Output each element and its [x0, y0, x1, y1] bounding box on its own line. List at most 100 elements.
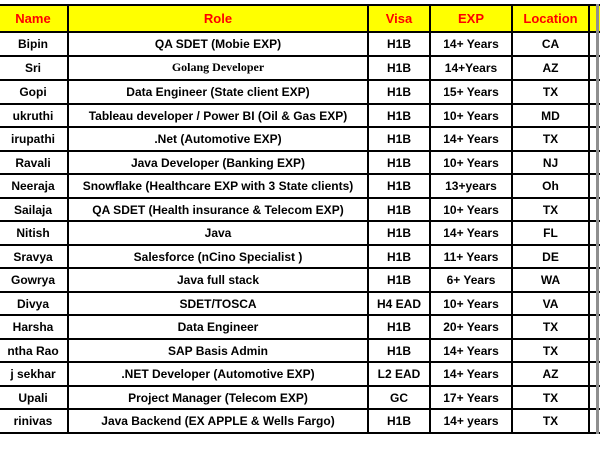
cell-exp: 10+ Years [429, 196, 513, 223]
cell-location: TX [511, 196, 590, 223]
cell-location: VA [511, 290, 590, 317]
table-row: Ravali Java Developer (Banking EXP) H1B 10+… [0, 149, 600, 176]
cell-name: j sekhar [0, 361, 69, 387]
header-role: Role [67, 4, 369, 33]
table-row: Neeraja Snowflake (Healthcare EXP with 3 … [0, 173, 600, 199]
cell-name: rinivas [0, 408, 69, 434]
cell-location: TX [511, 126, 590, 152]
cell-exp: 14+ Years [429, 361, 513, 387]
cell-exp: 14+ Years [429, 126, 513, 152]
table-row: Sailaja QA SDET (Health insurance & Telec… [0, 196, 600, 223]
cell-role: Golang Developer [67, 54, 369, 82]
cell-location: TX [511, 384, 590, 411]
cell-role: Data Engineer (State client EXP) [67, 79, 369, 105]
header-row: Name Role Visa EXP Location [0, 4, 600, 33]
cell-exp: 14+Years [429, 54, 513, 82]
cell-name: Sravya [0, 243, 69, 270]
cell-exp: 6+ Years [429, 267, 513, 293]
table-row: Divya SDET/TOSCA H4 EAD 10+ Years VA [0, 290, 600, 317]
cell-visa: H1B [367, 314, 431, 340]
cell-name: ntha Rao [0, 337, 69, 364]
cell-location: WA [511, 267, 590, 293]
cell-location: NJ [511, 149, 590, 176]
cell-role: Java Backend (EX APPLE & Wells Fargo) [67, 408, 369, 434]
cell-exp: 20+ Years [429, 314, 513, 340]
cell-location: FL [511, 220, 590, 246]
cell-exp: 13+years [429, 173, 513, 199]
cell-exp: 14+ Years [429, 337, 513, 364]
cell-exp: 14+ Years [429, 31, 513, 57]
cell-role: Salesforce (nCino Specialist ) [67, 243, 369, 270]
cell-name: ukruthi [0, 102, 69, 129]
cell-visa: H4 EAD [367, 290, 431, 317]
cell-role: QA SDET (Mobie EXP) [67, 31, 369, 57]
cell-exp: 17+ Years [429, 384, 513, 411]
cell-name: Bipin [0, 31, 69, 57]
cell-location: TX [511, 337, 590, 364]
table-row: irupathi .Net (Automotive EXP) H1B 14+ Year… [0, 126, 600, 152]
cell-visa: H1B [367, 408, 431, 434]
table-row: Gopi Data Engineer (State client EXP) H1B 1… [0, 79, 600, 105]
cell-name: irupathi [0, 126, 69, 152]
cell-location: CA [511, 31, 590, 57]
table-row: Nitish Java H1B 14+ Years FL [0, 220, 600, 246]
cell-role: Java [67, 220, 369, 246]
cell-name: Sri [0, 54, 69, 82]
table-row: j sekhar .NET Developer (Automotive EXP) L… [0, 361, 600, 387]
cell-name: Neeraja [0, 173, 69, 199]
cell-location: AZ [511, 54, 590, 82]
cell-location: DE [511, 243, 590, 270]
cell-role: Snowflake (Healthcare EXP with 3 State c… [67, 173, 369, 199]
table-row: Upali Project Manager (Telecom EXP) GC 17+ … [0, 384, 600, 411]
header-visa: Visa [367, 4, 431, 33]
cell-exp: 15+ Years [429, 79, 513, 105]
cell-role: QA SDET (Health insurance & Telecom EXP) [67, 196, 369, 223]
cell-visa: H1B [367, 267, 431, 293]
cell-exp: 14+ Years [429, 220, 513, 246]
cell-exp: 14+ years [429, 408, 513, 434]
cell-name: Gowrya [0, 267, 69, 293]
cell-role: Tableau developer / Power BI (Oil & Gas … [67, 102, 369, 129]
cell-visa: H1B [367, 54, 431, 82]
cell-visa: GC [367, 384, 431, 411]
cell-visa: H1B [367, 196, 431, 223]
cell-location: MD [511, 102, 590, 129]
cell-role: Data Engineer [67, 314, 369, 340]
cell-role: .Net (Automotive EXP) [67, 126, 369, 152]
cell-visa: H1B [367, 31, 431, 57]
table-row: ukruthi Tableau developer / Power BI (Oil… [0, 102, 600, 129]
cell-name: Nitish [0, 220, 69, 246]
cell-name: Ravali [0, 149, 69, 176]
cell-name: Upali [0, 384, 69, 411]
table-row: Gowrya Java full stack H1B 6+ Years WA [0, 267, 600, 293]
header-name: Name [0, 4, 69, 33]
cell-role: Java full stack [67, 267, 369, 293]
cell-visa: H1B [367, 79, 431, 105]
cell-name: Divya [0, 290, 69, 317]
cell-location: TX [511, 314, 590, 340]
cell-exp: 10+ Years [429, 149, 513, 176]
cell-role: .NET Developer (Automotive EXP) [67, 361, 369, 387]
header-location: Location [511, 4, 590, 33]
cell-role: Java Developer (Banking EXP) [67, 149, 369, 176]
cell-exp: 11+ Years [429, 243, 513, 270]
cell-name: Harsha [0, 314, 69, 340]
header-exp: EXP [429, 4, 513, 33]
cell-visa: H1B [367, 102, 431, 129]
cell-role: SAP Basis Admin [67, 337, 369, 364]
cell-location: Oh [511, 173, 590, 199]
cell-exp: 10+ Years [429, 102, 513, 129]
cell-role: Project Manager (Telecom EXP) [67, 384, 369, 411]
cell-visa: H1B [367, 337, 431, 364]
table-row: rinivas Java Backend (EX APPLE & Wells Fa… [0, 408, 600, 434]
cell-visa: H1B [367, 243, 431, 270]
table-row: Sri Golang Developer H1B 14+Years AZ [0, 54, 600, 82]
right-edge-strip [596, 4, 599, 434]
table-row: Sravya Salesforce (nCino Specialist ) H1B 1… [0, 243, 600, 270]
cell-name: Sailaja [0, 196, 69, 223]
table-row: Bipin QA SDET (Mobie EXP) H1B 14+ Years CA [0, 31, 600, 57]
cell-name: Gopi [0, 79, 69, 105]
cell-visa: H1B [367, 173, 431, 199]
cell-visa: H1B [367, 220, 431, 246]
